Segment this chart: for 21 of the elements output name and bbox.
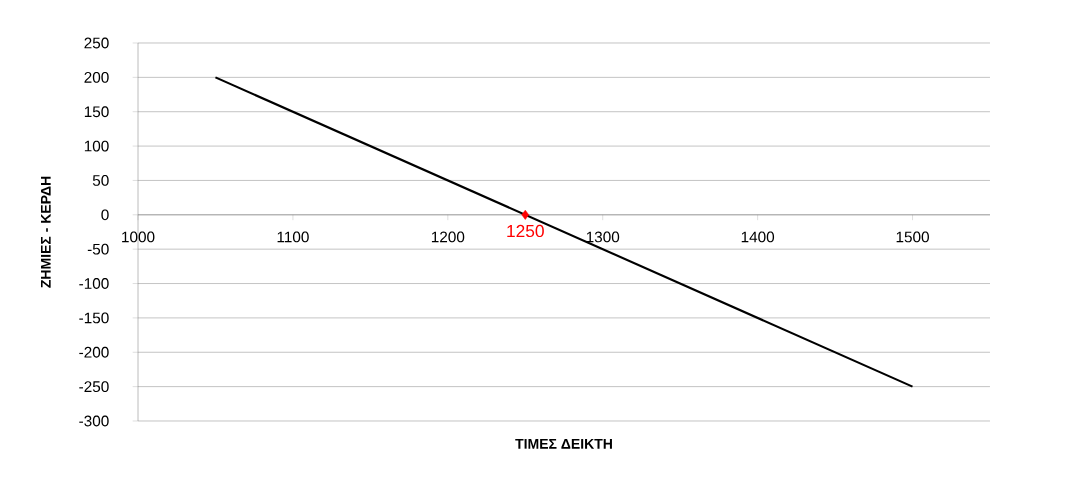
y-tick-label: 100	[84, 140, 109, 152]
y-tick-label: -200	[79, 346, 109, 358]
y-axis-title: ΖΗΜΙΕΣ - ΚΕΡΔΗ	[41, 176, 51, 288]
y-tick-label: 150	[84, 106, 109, 118]
x-axis-title: ΤΙΜΕΣ ΔΕΙΚΤΗ	[515, 439, 612, 449]
x-tick-label: 1200	[431, 231, 465, 243]
annotation: 1250	[507, 224, 544, 238]
y-tick-label: -50	[87, 243, 109, 255]
y-tick-label: 0	[101, 209, 109, 221]
x-tick-label: 1300	[586, 231, 620, 243]
x-tick-label: 1400	[741, 231, 775, 243]
x-tick-label: 1500	[896, 231, 929, 243]
y-tick-label: -100	[79, 278, 109, 289]
x-tick-label: 1000	[122, 231, 155, 243]
y-tick-label: 50	[92, 175, 109, 186]
y-tick-label: 200	[84, 71, 109, 83]
y-tick-label: -150	[79, 312, 109, 324]
x-tick-label: 1100	[277, 231, 309, 243]
y-tick-label: 250	[84, 37, 109, 49]
y-tick-label: -300	[79, 415, 109, 427]
y-tick-label: -250	[79, 381, 109, 393]
